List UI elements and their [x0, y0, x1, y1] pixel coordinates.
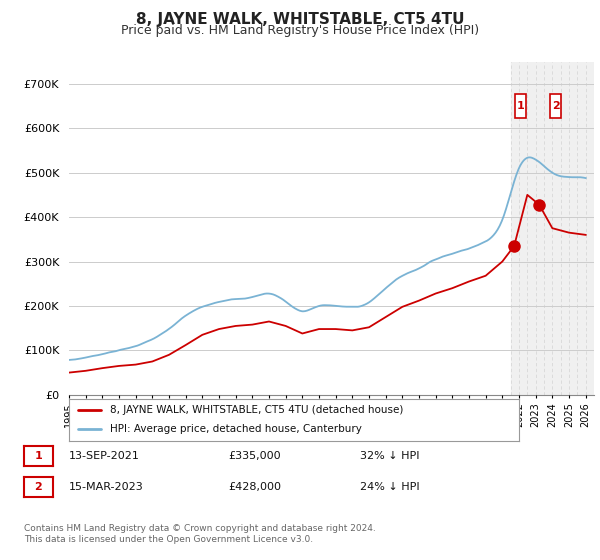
Text: 1: 1 — [517, 101, 524, 111]
Text: 8, JAYNE WALK, WHITSTABLE, CT5 4TU (detached house): 8, JAYNE WALK, WHITSTABLE, CT5 4TU (deta… — [110, 405, 403, 416]
Text: 15-MAR-2023: 15-MAR-2023 — [69, 482, 144, 492]
Text: £428,000: £428,000 — [228, 482, 281, 492]
Text: 8, JAYNE WALK, WHITSTABLE, CT5 4TU: 8, JAYNE WALK, WHITSTABLE, CT5 4TU — [136, 12, 464, 27]
Text: Contains HM Land Registry data © Crown copyright and database right 2024.
This d: Contains HM Land Registry data © Crown c… — [24, 524, 376, 544]
Text: 2: 2 — [552, 101, 560, 111]
Text: 24% ↓ HPI: 24% ↓ HPI — [360, 482, 419, 492]
Text: 1: 1 — [35, 451, 42, 461]
Bar — [511, 62, 594, 395]
Text: 32% ↓ HPI: 32% ↓ HPI — [360, 451, 419, 461]
Bar — [550, 94, 562, 118]
Text: Price paid vs. HM Land Registry's House Price Index (HPI): Price paid vs. HM Land Registry's House … — [121, 24, 479, 37]
Text: HPI: Average price, detached house, Canterbury: HPI: Average price, detached house, Cant… — [110, 424, 361, 434]
Bar — [515, 94, 526, 118]
Text: 2: 2 — [35, 482, 42, 492]
Text: £335,000: £335,000 — [228, 451, 281, 461]
Text: 13-SEP-2021: 13-SEP-2021 — [69, 451, 140, 461]
